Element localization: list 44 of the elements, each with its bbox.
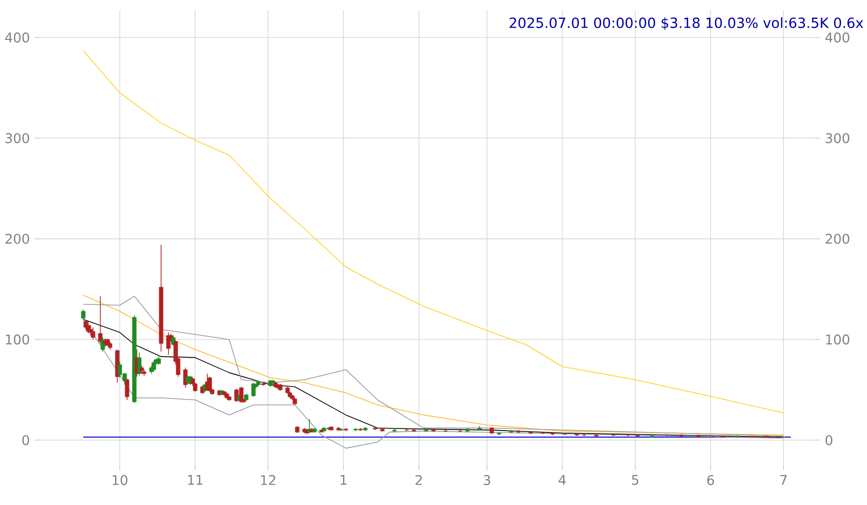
candlestick xyxy=(412,428,416,432)
candlestick xyxy=(358,428,363,432)
candlestick xyxy=(338,428,344,432)
candlestick xyxy=(465,428,470,432)
x-tick-label: 6 xyxy=(707,475,714,486)
y-tick-label: 0 xyxy=(22,435,30,446)
candlestick xyxy=(431,428,436,432)
candlestick xyxy=(696,434,701,438)
y-tick-label: 200 xyxy=(5,234,30,244)
x-tick-label: 12 xyxy=(261,475,276,485)
candlestick xyxy=(516,430,521,434)
candlestick xyxy=(443,430,448,432)
x-tick-label: 10 xyxy=(112,475,128,486)
candlestick xyxy=(322,426,326,432)
x-tick-label: 7 xyxy=(780,475,787,485)
candlestick xyxy=(679,434,684,436)
x-tick-label: 4 xyxy=(558,475,566,485)
candlestick xyxy=(574,432,580,436)
candlestick xyxy=(424,430,428,432)
x-tick-label: 3 xyxy=(484,475,490,486)
candlestick xyxy=(380,428,385,432)
y2-tick-label: 200 xyxy=(826,234,850,244)
x-tick-label: 1 xyxy=(340,475,346,485)
y2-tick-label: 400 xyxy=(825,32,850,43)
candlestick xyxy=(496,432,502,436)
y-tick-label: 400 xyxy=(5,32,30,43)
x-tick-label: 2 xyxy=(416,475,422,485)
candlestick xyxy=(550,432,555,436)
candlestick xyxy=(353,428,358,432)
x-tick-label: 5 xyxy=(632,475,638,485)
chart-title: 2025.07.01 00:00:00 $3.18 10.03% vol:63.5K 0.6x xyxy=(510,17,864,30)
y2-tick-label: 0 xyxy=(826,435,832,446)
candlestick xyxy=(477,426,482,430)
candlestick xyxy=(392,428,397,432)
candlestick xyxy=(372,426,378,430)
candlestick xyxy=(344,428,348,432)
y-tick-label: 300 xyxy=(6,133,30,144)
line-series xyxy=(82,50,784,414)
candlestick xyxy=(108,341,112,350)
y2-tick-label: 100 xyxy=(826,334,850,345)
x-tick-label: 11 xyxy=(188,475,202,485)
y-tick-label: 100 xyxy=(6,334,30,345)
y2-tick-label: 300 xyxy=(826,133,850,144)
candlestick xyxy=(81,308,86,321)
